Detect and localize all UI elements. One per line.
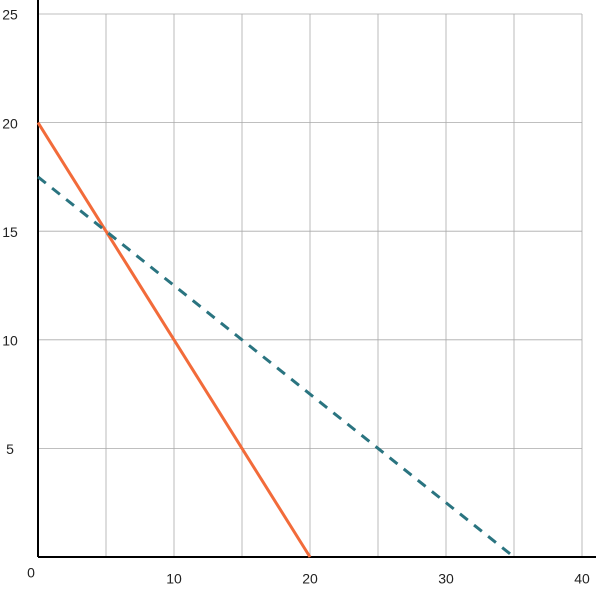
y-tick-label: 10	[2, 333, 18, 349]
x-tick-label: 20	[302, 571, 318, 587]
x-tick-label: 40	[574, 571, 590, 587]
x-tick-label: 0	[27, 565, 35, 581]
series-line	[37, 175, 515, 559]
y-tick-label: 15	[2, 224, 18, 240]
y-tick-label: 25	[2, 7, 18, 23]
x-tick-label: 10	[166, 571, 182, 587]
y-tick-label: 5	[6, 441, 14, 457]
series-line	[36, 121, 312, 558]
y-tick-label: 20	[2, 115, 18, 131]
x-tick-label: 30	[438, 571, 454, 587]
